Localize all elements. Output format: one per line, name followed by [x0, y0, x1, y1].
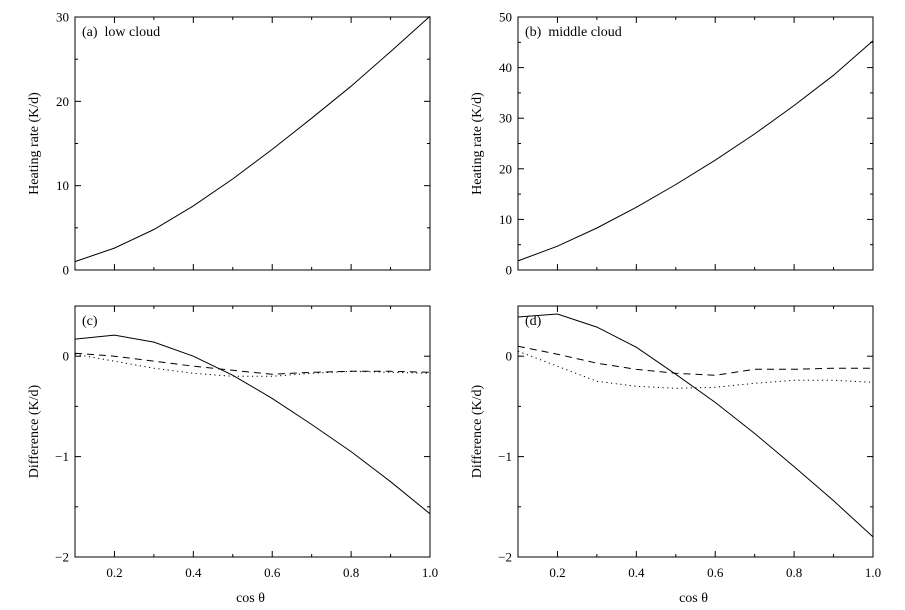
chart-3-xtick-label: 0.6: [707, 565, 724, 580]
chart-2-xtick-label: 0.4: [185, 565, 202, 580]
chart-2-ytick-label: −1: [55, 449, 69, 464]
chart-2-xtick-label: 0.2: [106, 565, 122, 580]
chart-0-ylabel: Heating rate (K/d): [27, 92, 42, 195]
chart-2-ytick-label: −2: [55, 550, 69, 565]
chart-1-ylabel: Heating rate (K/d): [470, 92, 485, 195]
chart-2-panel-label: (c): [82, 314, 98, 329]
chart-2-panel: 0.2 0.4 0.6 0.8 1.0 −2 −1 0 Difference (K/d) cos …: [27, 305, 438, 606]
chart-3-ylabel: Difference (K/d): [470, 384, 485, 478]
chart-2-ytick-label: 0: [63, 349, 70, 364]
chart-0-frame: [74, 16, 431, 271]
chart-2-xtick-label: 1.0: [422, 565, 438, 580]
chart-0-ytick-label: 30: [56, 10, 69, 25]
chart-3-series-dashed-line: [517, 345, 873, 376]
chart-2-series-dashed-line: [74, 352, 431, 375]
chart-2-series-dotted-line: [74, 353, 431, 377]
chart-0-panel: 0 10 20 30 Heating rate (K/d) (a) low cloud: [27, 10, 431, 278]
chart-2-xlabel: cos θ: [236, 591, 265, 606]
chart-0-ytick-label: 20: [56, 94, 69, 109]
chart-1-ytick-label: 30: [499, 111, 512, 126]
chart-1-ytick-label: 20: [499, 161, 512, 176]
chart-2-frame: [74, 305, 431, 558]
chart-3-series-dotted-line: [517, 350, 874, 389]
chart-2-xtick-label: 0.8: [343, 565, 359, 580]
chart-3-ytick-label: −1: [498, 449, 512, 464]
chart-1-series-solid-line: [517, 40, 874, 262]
chart-0-ytick-label: 0: [63, 263, 70, 278]
chart-1-ytick-label: 0: [506, 263, 513, 278]
chart-1-ytick-label: 50: [499, 10, 512, 25]
chart-3-xlabel: cos θ: [679, 591, 708, 606]
chart-3-xtick-label: 0.2: [549, 565, 565, 580]
chart-3-xtick-label: 1.0: [865, 565, 881, 580]
chart-1-frame: [517, 16, 874, 271]
chart-1-ytick-label: 10: [499, 212, 512, 227]
chart-0-series-solid-line: [74, 15, 431, 263]
chart-3-ytick-label: −2: [498, 550, 512, 565]
chart-3-frame: [517, 305, 874, 558]
chart-3-panel-label: (d): [525, 314, 542, 329]
chart-3-panel: 0.2 0.4 0.6 0.8 1.0 −2 −1 0 Difference (K/d) cos …: [470, 305, 881, 606]
chart-2-xtick-label: 0.6: [264, 565, 281, 580]
chart-2-series-solid-line: [74, 334, 431, 515]
chart-1-ytick-label: 40: [499, 60, 512, 75]
chart-3-ytick-label: 0: [506, 349, 513, 364]
chart-3-series-solid-line: [517, 313, 874, 538]
chart-1-panel-label: (b) middle cloud: [525, 25, 622, 40]
chart-0-ytick-label: 10: [56, 178, 69, 193]
chart-0-panel-label: (a) low cloud: [82, 25, 160, 40]
chart-3-xtick-label: 0.8: [786, 565, 802, 580]
chart-3-xtick-label: 0.4: [628, 565, 645, 580]
chart-2-ylabel: Difference (K/d): [27, 384, 42, 478]
chart-1-panel: 0 10 20 30 40 50 Heating rate (K/d) (b) middle …: [470, 10, 874, 278]
